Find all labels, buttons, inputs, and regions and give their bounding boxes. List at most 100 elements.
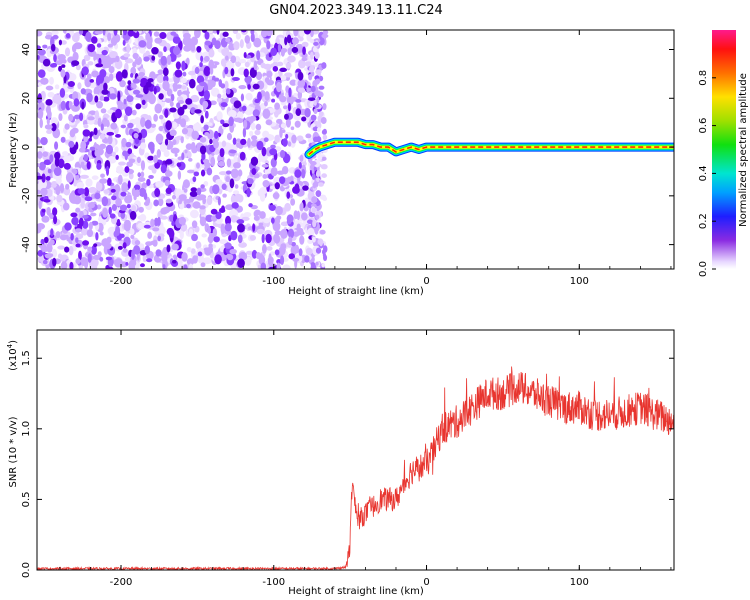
noise-cell [77, 82, 82, 90]
noise-cell [237, 234, 243, 244]
noise-cell [286, 191, 291, 199]
noise-cell [95, 63, 104, 68]
noise-cell [54, 141, 59, 150]
noise-cell [127, 30, 135, 37]
noise-cell [243, 52, 247, 59]
y-tick-label: 1.0 [21, 421, 32, 437]
noise-cell [185, 98, 193, 105]
noise-cell [117, 245, 123, 250]
noise-cell [231, 76, 240, 82]
y-tick-label: 0.5 [21, 491, 32, 507]
noise-cell [291, 241, 296, 247]
noise-cell [286, 214, 294, 223]
noise-cell [144, 245, 151, 255]
noise-cell [113, 30, 118, 36]
noise-cell [301, 57, 308, 62]
noise-cell [279, 95, 287, 103]
noise-cell [102, 207, 108, 218]
noise-cell [53, 175, 62, 180]
noise-cell [71, 32, 80, 43]
noise-cell [93, 127, 98, 136]
noise-cell [164, 179, 171, 187]
noise-cell [122, 242, 127, 249]
noise-cell [270, 47, 278, 57]
noise-cell [99, 133, 106, 140]
noise-cell [107, 43, 114, 48]
noise-cell [43, 198, 51, 203]
noise-cell [71, 127, 79, 134]
noise-cell [78, 147, 86, 153]
noise-cell [239, 151, 246, 161]
noise-cell [104, 242, 112, 250]
noise-cell [120, 211, 126, 220]
noise-cell [127, 148, 133, 155]
noise-cell [217, 160, 225, 167]
noise-cell [288, 253, 296, 260]
noise-cell [243, 211, 252, 218]
noise-cell [256, 50, 261, 61]
noise-cell [266, 70, 273, 78]
noise-cell [94, 192, 101, 200]
noise-cell [94, 110, 100, 121]
noise-cell [94, 149, 100, 157]
noise-cell [153, 86, 157, 95]
noise-cell [40, 238, 45, 245]
noise-cell [41, 173, 46, 183]
noise-cell [270, 166, 278, 177]
noise-cell [159, 142, 168, 153]
noise-cell [52, 34, 59, 40]
noise-cell [321, 129, 327, 135]
noise-cell [190, 94, 200, 103]
noise-cell [232, 162, 241, 169]
noise-cell [140, 171, 145, 178]
noise-cell [305, 247, 313, 255]
noise-cell [191, 147, 198, 154]
noise-cell [64, 246, 70, 253]
noise-cell [37, 175, 43, 180]
noise-cell [140, 160, 146, 171]
noise-cell [134, 240, 141, 246]
noise-cell [279, 127, 283, 138]
y-tick-label: 40 [21, 43, 32, 56]
noise-cell [86, 229, 94, 238]
noise-cell [316, 127, 321, 133]
noise-cell [47, 91, 55, 98]
noise-cell [71, 217, 79, 226]
noise-cell [60, 40, 67, 45]
noise-cell [176, 162, 182, 168]
noise-cell [235, 32, 241, 40]
noise-cell [274, 249, 280, 256]
noise-cell [274, 182, 280, 190]
noise-cell [229, 178, 235, 189]
noise-cell [53, 215, 58, 225]
noise-cell [193, 171, 200, 177]
noise-cell [158, 125, 164, 132]
noise-cell [146, 178, 151, 187]
x-tick-label: 0 [423, 577, 429, 588]
noise-cell [315, 69, 322, 75]
noise-cell [109, 93, 117, 100]
noise-cell [234, 184, 239, 189]
noise-cell [253, 37, 262, 48]
noise-cell [42, 151, 49, 158]
noise-cell [304, 107, 311, 118]
noise-cell [88, 137, 93, 142]
noise-cell [65, 183, 70, 190]
noise-cell [49, 154, 54, 163]
noise-cell [294, 183, 300, 192]
noise-cell [39, 118, 43, 129]
noise-cell [315, 214, 320, 220]
noise-cell [178, 199, 182, 205]
noise-cell [292, 257, 300, 262]
noise-cell [171, 220, 175, 227]
noise-cell [101, 138, 110, 144]
noise-cell [89, 146, 96, 151]
noise-cell [311, 173, 316, 180]
noise-cell [220, 102, 228, 108]
noise-cell [64, 47, 71, 57]
noise-cell [177, 106, 185, 116]
noise-cell [301, 212, 308, 221]
noise-cell [57, 158, 65, 169]
noise-cell [199, 216, 207, 227]
